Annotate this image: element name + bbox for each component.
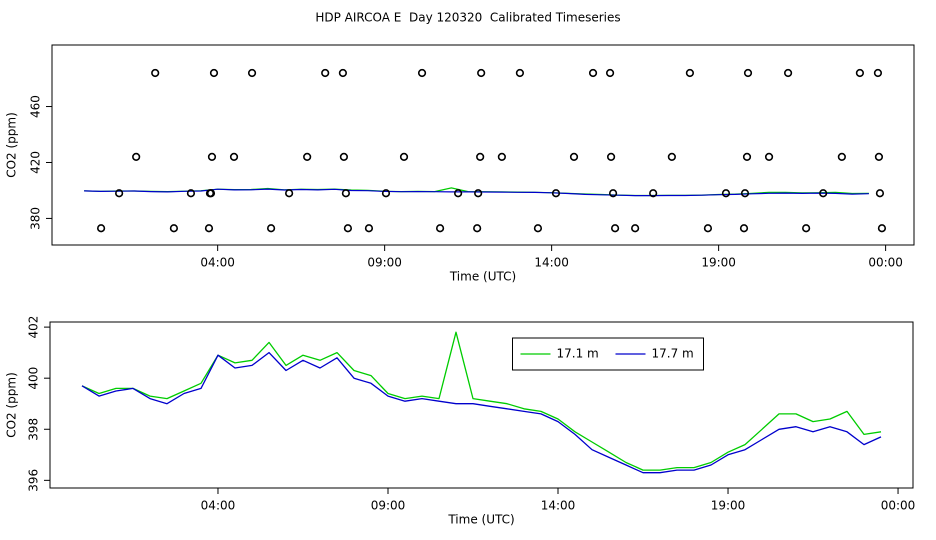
data-point bbox=[169, 224, 179, 233]
x-tick-label: 14:00 bbox=[534, 256, 569, 270]
series-line bbox=[81, 331, 882, 471]
data-point bbox=[477, 68, 486, 78]
data-point bbox=[151, 68, 160, 78]
data-point bbox=[303, 152, 312, 161]
x-tick-label: 00:00 bbox=[881, 499, 916, 513]
data-point bbox=[364, 224, 374, 233]
series-line bbox=[84, 188, 869, 197]
data-point bbox=[247, 68, 257, 78]
data-point bbox=[454, 189, 463, 198]
data-point bbox=[743, 68, 753, 78]
data-point bbox=[588, 68, 598, 78]
data-point bbox=[739, 224, 749, 233]
data-point bbox=[667, 152, 676, 161]
data-point bbox=[417, 68, 427, 78]
data-point bbox=[338, 68, 347, 78]
x-tick-label: 19:00 bbox=[701, 256, 736, 270]
series-line bbox=[81, 351, 882, 474]
data-point bbox=[631, 224, 640, 233]
legend-label: 17.1 m bbox=[557, 347, 599, 361]
x-tick-label: 04:00 bbox=[201, 499, 236, 513]
y-axis-label: CO2 (ppm) bbox=[5, 372, 19, 438]
data-point bbox=[476, 152, 485, 161]
data-point bbox=[229, 152, 239, 161]
data-point bbox=[321, 68, 330, 78]
data-point bbox=[875, 189, 885, 198]
data-point bbox=[132, 152, 141, 161]
x-tick-label: 00:00 bbox=[868, 256, 903, 270]
data-point bbox=[186, 189, 196, 198]
data-point bbox=[515, 68, 525, 78]
y-tick-label: 398 bbox=[27, 418, 41, 441]
data-point bbox=[339, 152, 348, 161]
data-point bbox=[740, 189, 750, 198]
data-point bbox=[605, 68, 615, 78]
data-point bbox=[497, 152, 506, 161]
y-tick-label: 400 bbox=[27, 367, 41, 390]
data-point bbox=[399, 152, 409, 161]
data-point bbox=[783, 68, 793, 78]
data-point bbox=[207, 152, 217, 161]
data-point bbox=[473, 224, 482, 233]
x-axis-label: Time (UTC) bbox=[447, 513, 514, 527]
data-point bbox=[209, 68, 219, 78]
y-axis-label: CO2 (ppm) bbox=[5, 112, 19, 178]
x-tick-label: 09:00 bbox=[367, 256, 402, 270]
x-tick-label: 14:00 bbox=[541, 499, 576, 513]
data-point bbox=[685, 68, 695, 78]
x-tick-label: 09:00 bbox=[371, 499, 406, 513]
data-point bbox=[608, 189, 618, 198]
data-point bbox=[855, 68, 864, 78]
data-point bbox=[115, 189, 124, 198]
data-point bbox=[381, 189, 391, 198]
data-point bbox=[435, 224, 445, 233]
data-point bbox=[819, 189, 828, 198]
plot-frame bbox=[49, 321, 914, 489]
legend-label: 17.7 m bbox=[652, 347, 694, 361]
data-point bbox=[533, 224, 543, 233]
x-tick-label: 19:00 bbox=[711, 499, 746, 513]
data-point bbox=[877, 224, 887, 233]
data-point bbox=[610, 224, 620, 233]
data-point bbox=[721, 189, 731, 198]
data-point bbox=[204, 224, 214, 233]
data-point bbox=[703, 224, 713, 233]
data-point bbox=[874, 152, 884, 161]
data-point bbox=[802, 224, 811, 233]
data-point bbox=[285, 189, 294, 198]
data-point bbox=[837, 152, 846, 161]
data-point bbox=[873, 68, 883, 78]
y-tick-label: 380 bbox=[29, 207, 43, 230]
data-point bbox=[551, 189, 561, 198]
y-tick-label: 402 bbox=[27, 316, 41, 339]
data-point bbox=[606, 152, 616, 161]
data-point bbox=[266, 224, 276, 233]
data-point bbox=[569, 152, 579, 161]
plot-frame bbox=[51, 44, 915, 246]
y-tick-label: 420 bbox=[29, 151, 43, 174]
data-point bbox=[649, 189, 658, 198]
y-tick-label: 396 bbox=[27, 469, 41, 492]
data-point bbox=[96, 224, 106, 233]
x-axis-label: Time (UTC) bbox=[449, 270, 516, 284]
y-tick-label: 460 bbox=[29, 95, 43, 118]
data-point bbox=[474, 189, 483, 198]
data-point bbox=[206, 189, 216, 198]
data-point bbox=[764, 152, 774, 161]
x-tick-label: 04:00 bbox=[200, 256, 235, 270]
data-point bbox=[742, 152, 752, 161]
data-point bbox=[341, 189, 351, 198]
data-point bbox=[343, 224, 353, 233]
chart-title: HDP AIRCOA E Day 120320 Calibrated Times… bbox=[315, 11, 620, 25]
